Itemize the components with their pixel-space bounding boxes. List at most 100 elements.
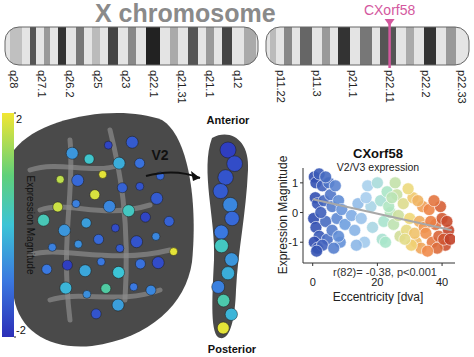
band	[30, 27, 36, 65]
surface-dot	[116, 244, 124, 252]
y-tick	[300, 242, 303, 243]
band	[44, 27, 50, 65]
surface-dot	[66, 147, 78, 159]
surface-dot	[113, 157, 125, 169]
v2-dot	[217, 322, 229, 334]
band-label: q12	[232, 70, 244, 88]
x-axis-label: Eccentricity [dva]	[333, 290, 424, 304]
surface-dot	[72, 200, 80, 208]
point	[389, 177, 401, 189]
band	[380, 27, 396, 65]
surface-dot	[135, 158, 145, 168]
band	[128, 27, 136, 65]
colorbar-tick-label: -2	[16, 324, 26, 336]
surface-dot	[79, 265, 91, 277]
sulcus	[30, 165, 120, 170]
band-label: p11.3	[311, 70, 323, 97]
p-arm	[266, 27, 469, 65]
point	[444, 233, 455, 245]
surface-dot	[103, 200, 115, 212]
posterior-label: Posterior	[208, 343, 257, 355]
band	[76, 27, 84, 65]
band-label: q27.1	[36, 70, 48, 98]
v2-dot	[213, 184, 228, 199]
band	[244, 27, 256, 65]
band-label: p21.1	[347, 70, 359, 98]
surface-dot	[130, 283, 138, 291]
surface-dot	[83, 290, 91, 298]
band-label: q22.1	[148, 70, 160, 98]
surface-dot	[99, 170, 107, 178]
band	[446, 27, 456, 65]
surface-dot	[117, 183, 127, 193]
band	[300, 27, 312, 65]
surface-dot	[151, 192, 163, 204]
ideogram: X chromosomeq28q27.1q26.2q25q23q22.1q21.…	[5, 0, 469, 104]
sulcus	[110, 130, 126, 300]
v2-dot	[227, 156, 243, 172]
y-axis-label: Expression Magnitude	[276, 155, 290, 274]
x-tick	[442, 263, 443, 266]
band-label: p22.33	[456, 70, 468, 104]
v2-dot	[225, 253, 239, 267]
surface-dot	[170, 248, 178, 256]
band-label: q28	[8, 70, 20, 88]
surface-dot	[42, 264, 52, 274]
surface-dot	[94, 234, 104, 244]
gene-marker	[388, 22, 391, 68]
plot-area	[308, 168, 455, 257]
x-tick-label: 0	[310, 276, 316, 288]
surface-dot	[152, 257, 164, 269]
x-tick	[312, 263, 313, 266]
surface-dot	[58, 224, 70, 236]
band	[360, 27, 372, 65]
arrow-head	[191, 171, 200, 181]
point	[386, 192, 398, 204]
y-tick-label: 0	[292, 207, 298, 219]
band-label: q23	[120, 70, 132, 88]
point	[329, 180, 341, 192]
band	[108, 27, 118, 65]
point	[315, 207, 327, 219]
chart-title: CXorf58	[353, 146, 403, 161]
band	[406, 27, 414, 65]
v2-dot	[221, 267, 234, 280]
stats-annotation: r(82)= -0.38, p<0.001	[333, 266, 437, 278]
v2-dot	[220, 142, 236, 158]
surface-dot	[81, 218, 91, 228]
colorbar-tick-label: 2	[16, 113, 22, 125]
y-tick	[300, 212, 303, 213]
point	[412, 195, 424, 207]
band-label: p11.22	[275, 70, 287, 103]
surface-dot	[112, 299, 124, 311]
surface-dot	[84, 154, 94, 164]
arm-outline	[266, 27, 469, 65]
band-label: q21.1	[204, 70, 216, 98]
v2-dot	[218, 170, 233, 185]
arm-outline	[5, 27, 258, 65]
v2-dot	[217, 294, 230, 307]
point	[399, 233, 411, 245]
point	[367, 221, 379, 233]
gene-marker-head	[385, 19, 395, 26]
band-label: q26.2	[64, 70, 76, 98]
surface-dot	[113, 266, 125, 278]
band	[170, 27, 178, 65]
surface-dot	[62, 260, 72, 270]
colorbar-label: Expression Magnitude	[25, 176, 36, 275]
anterior-label: Anterior	[207, 114, 251, 126]
band	[10, 27, 22, 65]
v2-dot	[223, 197, 238, 212]
v2-dot	[212, 280, 225, 293]
surface-dot	[60, 282, 72, 294]
band	[424, 27, 436, 65]
point	[379, 236, 391, 248]
point	[360, 192, 372, 204]
point	[422, 245, 434, 257]
point	[320, 171, 332, 183]
surface-dot	[48, 243, 56, 251]
band	[284, 27, 292, 65]
surface-dot	[91, 309, 101, 319]
surface-dot	[72, 174, 84, 186]
gene-label: CXorf58	[364, 2, 416, 18]
